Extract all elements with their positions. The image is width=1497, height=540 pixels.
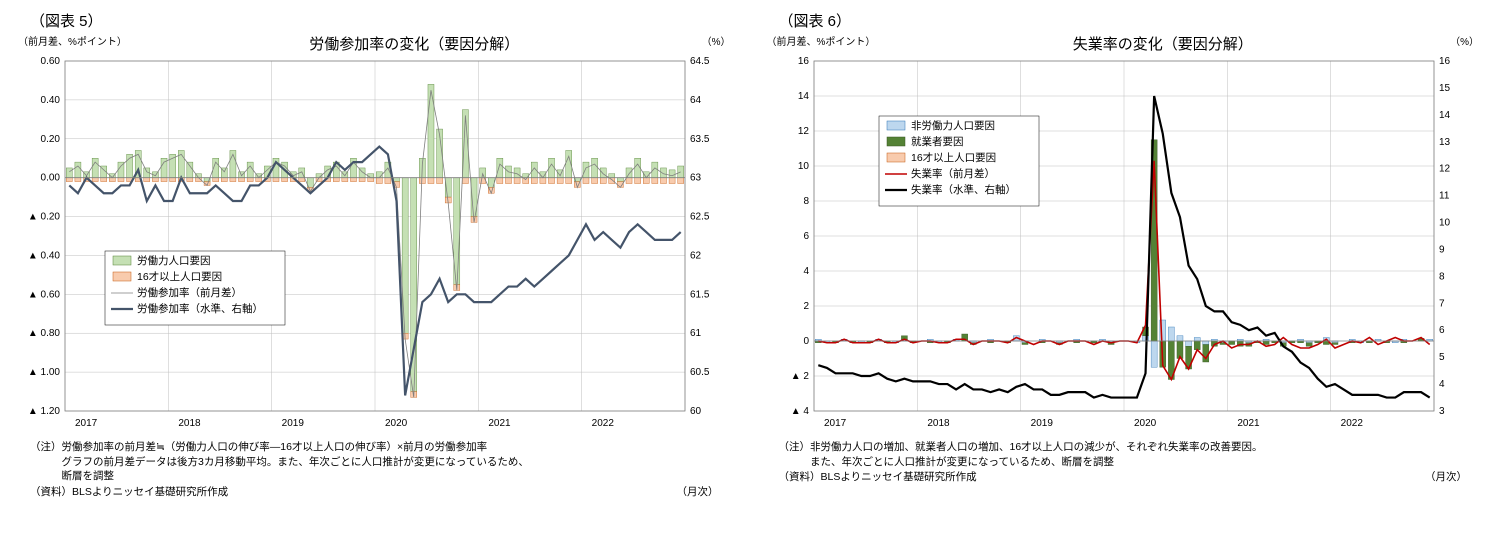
chart5-panel: （図表 5） （前月差、%ポイント） 労働参加率の変化（要因分解） （%） 0.… bbox=[10, 10, 739, 499]
svg-text:64: 64 bbox=[690, 95, 702, 106]
svg-text:8: 8 bbox=[1439, 271, 1445, 282]
chart5-title: 労働参加率の変化（要因分解） bbox=[127, 33, 702, 54]
svg-text:61: 61 bbox=[690, 328, 702, 339]
svg-text:2: 2 bbox=[803, 301, 809, 312]
svg-text:2020: 2020 bbox=[385, 418, 408, 429]
svg-text:14: 14 bbox=[797, 91, 809, 102]
svg-text:10: 10 bbox=[797, 161, 809, 172]
svg-text:2021: 2021 bbox=[1237, 418, 1260, 429]
svg-text:3: 3 bbox=[1439, 406, 1445, 417]
svg-text:6: 6 bbox=[1439, 325, 1445, 336]
chart5-footer: （資料）BLSよりニッセイ基礎研究所作成 （月次） bbox=[10, 484, 739, 499]
svg-text:0.00: 0.00 bbox=[41, 173, 61, 184]
svg-text:16: 16 bbox=[1439, 56, 1451, 67]
chart5-note-2: グラフの前月差データは後方3カ月移動平均。また、年次ごとに人口推計が変更になって… bbox=[30, 455, 739, 470]
svg-text:12: 12 bbox=[1439, 164, 1451, 175]
svg-text:2022: 2022 bbox=[592, 418, 615, 429]
chart6-freq: （月次） bbox=[1425, 469, 1467, 484]
svg-text:6: 6 bbox=[803, 231, 809, 242]
svg-text:▲ 1.20: ▲ 1.20 bbox=[28, 406, 61, 417]
svg-text:▲ 0.40: ▲ 0.40 bbox=[28, 250, 61, 261]
chart5-left-axis-label: （前月差、%ポイント） bbox=[18, 33, 127, 56]
svg-text:就業者要因: 就業者要因 bbox=[911, 135, 964, 148]
svg-text:10: 10 bbox=[1439, 218, 1451, 229]
svg-text:▲ 0.80: ▲ 0.80 bbox=[28, 328, 61, 339]
svg-text:5: 5 bbox=[1439, 352, 1445, 363]
svg-text:2019: 2019 bbox=[282, 418, 305, 429]
svg-text:14: 14 bbox=[1439, 110, 1451, 121]
svg-text:▲ 1.00: ▲ 1.00 bbox=[28, 367, 61, 378]
svg-text:4: 4 bbox=[803, 266, 809, 277]
svg-text:16才以上人口要因: 16才以上人口要因 bbox=[911, 151, 996, 164]
chart5-note-1: （注）労働参加率の前月差≒（労働力人口の伸び率―16才以上人口の伸び率）×前月の… bbox=[30, 440, 739, 455]
svg-text:2018: 2018 bbox=[178, 418, 201, 429]
svg-text:60: 60 bbox=[690, 406, 702, 417]
chart5-header: （図表 5） bbox=[10, 10, 739, 31]
svg-text:13: 13 bbox=[1439, 137, 1451, 148]
chart6-panel: （図表 6） （前月差、%ポイント） 失業率の変化（要因分解） （%） 16 14… bbox=[759, 10, 1488, 499]
chart6-right-axis-label: （%） bbox=[1450, 33, 1479, 56]
chart6-note-2: また、年次ごとに人口推計が変更になっているため、断層を調整 bbox=[779, 455, 1488, 470]
svg-text:0.20: 0.20 bbox=[41, 134, 61, 145]
svg-text:2022: 2022 bbox=[1340, 418, 1363, 429]
chart5-note-3: 断層を調整 bbox=[30, 469, 739, 484]
chart6-axis-labels: （前月差、%ポイント） 失業率の変化（要因分解） （%） bbox=[759, 33, 1488, 56]
chart6-source: （資料）BLSよりニッセイ基礎研究所作成 bbox=[779, 469, 977, 484]
chart6-notes: （注）非労働力人口の増加、就業者人口の増加、16才以上人口の減少が、それぞれ失業… bbox=[759, 440, 1488, 469]
svg-text:2018: 2018 bbox=[927, 418, 950, 429]
svg-text:63: 63 bbox=[690, 173, 702, 184]
svg-text:7: 7 bbox=[1439, 298, 1445, 309]
svg-text:0: 0 bbox=[803, 336, 809, 347]
svg-text:非労働力人口要因: 非労働力人口要因 bbox=[911, 119, 995, 132]
svg-text:労働参加率（水準、右軸）: 労働参加率（水準、右軸） bbox=[137, 302, 263, 315]
svg-text:▲ 0.60: ▲ 0.60 bbox=[28, 289, 61, 300]
svg-text:8: 8 bbox=[803, 196, 809, 207]
chart5-source: （資料）BLSよりニッセイ基礎研究所作成 bbox=[30, 484, 228, 499]
svg-text:11: 11 bbox=[1439, 191, 1450, 202]
svg-text:失業率（前月差）: 失業率（前月差） bbox=[911, 167, 995, 180]
chart5-plot: 0.60 0.40 0.20 0.00 ▲ 0.20 ▲ 0.40 ▲ 0.60 ▲ 0.80… bbox=[10, 56, 739, 436]
svg-text:62: 62 bbox=[690, 250, 702, 261]
svg-text:0.60: 0.60 bbox=[41, 56, 61, 67]
svg-text:2021: 2021 bbox=[488, 418, 511, 429]
svg-text:労働参加率（前月差）: 労働参加率（前月差） bbox=[137, 286, 242, 299]
chart6-footer: （資料）BLSよりニッセイ基礎研究所作成 （月次） bbox=[759, 469, 1488, 484]
chart6-plot: 16 14 12 10 8 6 4 2 0 ▲ 2 ▲ 4 16 15 14 13 12 11 10 9 8 7 6 5 4 3… bbox=[759, 56, 1488, 436]
chart6-title: 失業率の変化（要因分解） bbox=[875, 33, 1450, 54]
charts-container: （図表 5） （前月差、%ポイント） 労働参加率の変化（要因分解） （%） 0.… bbox=[10, 10, 1487, 499]
svg-text:2017: 2017 bbox=[824, 418, 847, 429]
chart5-freq: （月次） bbox=[677, 484, 719, 499]
svg-text:2020: 2020 bbox=[1134, 418, 1157, 429]
chart5-notes: （注）労働参加率の前月差≒（労働力人口の伸び率―16才以上人口の伸び率）×前月の… bbox=[10, 440, 739, 484]
svg-text:4: 4 bbox=[1439, 379, 1445, 390]
svg-text:失業率（水準、右軸）: 失業率（水準、右軸） bbox=[911, 183, 1016, 196]
svg-text:▲ 2: ▲ 2 bbox=[790, 371, 809, 382]
svg-text:64.5: 64.5 bbox=[690, 56, 710, 67]
svg-text:15: 15 bbox=[1439, 83, 1451, 94]
svg-text:62.5: 62.5 bbox=[690, 212, 710, 223]
chart6-left-axis-label: （前月差、%ポイント） bbox=[767, 33, 876, 56]
svg-text:63.5: 63.5 bbox=[690, 134, 710, 145]
chart6-header: （図表 6） bbox=[759, 10, 1488, 31]
svg-text:0.40: 0.40 bbox=[41, 95, 61, 106]
svg-text:16才以上人口要因: 16才以上人口要因 bbox=[137, 270, 222, 283]
svg-text:▲ 0.20: ▲ 0.20 bbox=[28, 212, 61, 223]
chart5-axis-labels: （前月差、%ポイント） 労働参加率の変化（要因分解） （%） bbox=[10, 33, 739, 56]
svg-text:▲ 4: ▲ 4 bbox=[790, 406, 809, 417]
svg-text:12: 12 bbox=[797, 126, 809, 137]
svg-text:9: 9 bbox=[1439, 244, 1445, 255]
svg-text:2019: 2019 bbox=[1030, 418, 1053, 429]
svg-text:60.5: 60.5 bbox=[690, 367, 710, 378]
svg-text:16: 16 bbox=[797, 56, 809, 67]
chart5-right-axis-label: （%） bbox=[702, 33, 731, 56]
chart6-note-1: （注）非労働力人口の増加、就業者人口の増加、16才以上人口の減少が、それぞれ失業… bbox=[779, 440, 1488, 455]
svg-text:2017: 2017 bbox=[75, 418, 98, 429]
svg-text:労働力人口要因: 労働力人口要因 bbox=[137, 254, 211, 267]
svg-text:61.5: 61.5 bbox=[690, 289, 710, 300]
